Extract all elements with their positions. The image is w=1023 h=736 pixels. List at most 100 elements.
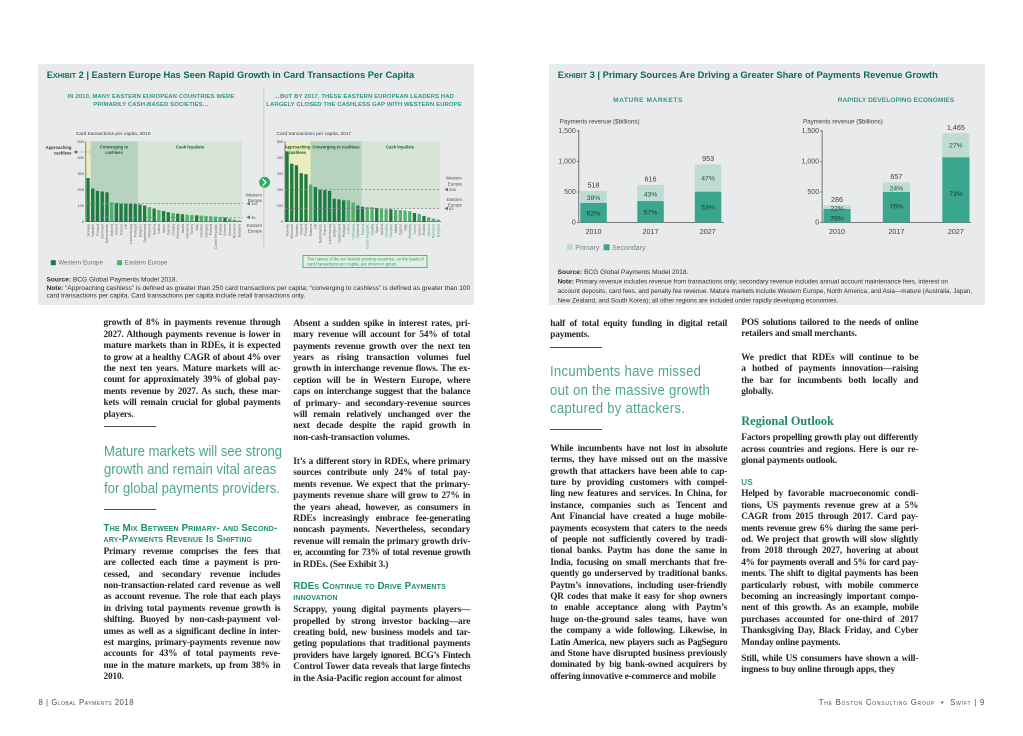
svg-text:Czech Republic: Czech Republic — [366, 224, 370, 249]
svg-text:Estonia: Estonia — [110, 224, 114, 236]
svg-text:Eastern: Eastern — [247, 223, 263, 228]
svg-text:Bulgaria: Bulgaria — [237, 224, 241, 237]
svg-text:Switzerland: Switzerland — [337, 224, 341, 243]
svg-text:Secondary: Secondary — [612, 245, 646, 252]
svg-text:1,000: 1,000 — [558, 159, 576, 166]
svg-text:1,000: 1,000 — [802, 159, 820, 166]
svg-text:400: 400 — [78, 155, 85, 160]
svg-text:24%: 24% — [890, 185, 904, 192]
svg-text:Finland: Finland — [304, 224, 308, 236]
svg-text:Converging to: Converging to — [100, 145, 129, 150]
svg-text:76%: 76% — [890, 204, 904, 211]
svg-text:1,500: 1,500 — [802, 128, 820, 135]
svg-text:Norway: Norway — [285, 224, 289, 236]
svg-text:Latvia: Latvia — [347, 224, 351, 234]
svg-text:account deposits, card fees, a: account deposits, card fees, and penalty… — [558, 288, 973, 295]
svg-text:57%: 57% — [644, 210, 658, 217]
svg-text:Payments revenue ($billions): Payments revenue ($billions) — [803, 119, 883, 126]
svg-text:2017: 2017 — [643, 227, 659, 236]
svg-text:Poland: Poland — [209, 224, 213, 235]
svg-text:73%: 73% — [949, 191, 963, 198]
svg-text:Ukraine: Ukraine — [427, 224, 431, 236]
svg-text:Austria: Austria — [152, 224, 156, 235]
svg-text:953: 953 — [702, 154, 714, 163]
svg-text:Latvia: Latvia — [157, 224, 161, 234]
svg-text:Europe: Europe — [248, 198, 263, 203]
svg-text:Romania: Romania — [432, 224, 436, 238]
svg-text:Malta: Malta — [394, 224, 398, 233]
svg-text:Italy: Italy — [403, 224, 407, 231]
svg-text:78%: 78% — [830, 215, 844, 222]
svg-text:Lithuania: Lithuania — [186, 224, 190, 239]
svg-text:Western: Western — [246, 192, 263, 197]
svg-text:Netherlands: Netherlands — [318, 224, 322, 244]
svg-text:Slovakia: Slovakia — [200, 224, 204, 238]
svg-text:Denmark: Denmark — [290, 224, 294, 239]
svg-text:0: 0 — [572, 220, 576, 227]
svg-text:115: 115 — [251, 201, 258, 206]
svg-text:Slovenia: Slovenia — [148, 224, 152, 238]
svg-text:400: 400 — [277, 155, 284, 160]
svg-text:New Zealand, and South Korea);: New Zealand, and South Korea); all other… — [558, 298, 839, 305]
svg-text:Approaching: Approaching — [285, 145, 311, 150]
svg-text:1,500: 1,500 — [558, 128, 576, 135]
svg-text:cashless: cashless — [289, 150, 307, 155]
svg-text:300: 300 — [277, 171, 284, 176]
svg-text:53%: 53% — [701, 204, 715, 211]
svg-text:300: 300 — [78, 171, 85, 176]
svg-text:cashless: cashless — [54, 151, 72, 156]
svg-text:286: 286 — [831, 195, 843, 204]
svg-text:22%: 22% — [830, 206, 844, 213]
svg-text:500: 500 — [277, 139, 284, 144]
svg-text:0: 0 — [815, 220, 819, 227]
svg-text:2010: 2010 — [829, 227, 845, 236]
svg-text:38%: 38% — [587, 195, 601, 202]
svg-text:200: 200 — [277, 187, 284, 192]
svg-text:Sweden: Sweden — [295, 224, 299, 237]
svg-text:Bulgaria: Bulgaria — [436, 224, 440, 237]
svg-text:Austria: Austria — [380, 224, 384, 235]
svg-text:Greece: Greece — [223, 224, 227, 236]
svg-text:card transactions per capita.: card transactions per capita. Card trans… — [47, 293, 306, 300]
svg-text:Note: “Approaching cashless” i: Note: “Approaching cashless” is defined … — [47, 285, 471, 292]
svg-text:France: France — [323, 224, 327, 235]
svg-text:Romania: Romania — [233, 224, 237, 238]
svg-text:Malta: Malta — [181, 224, 185, 233]
svg-text:card transactions per capita,: card transactions per capita, are shown … — [307, 262, 397, 267]
svg-text:Card transactions per capita,: Card transactions per capita, 2010 — [76, 131, 151, 137]
svg-text:Greece: Greece — [418, 224, 422, 236]
svg-text:Germany: Germany — [408, 224, 412, 239]
svg-text:Approaching: Approaching — [46, 145, 72, 150]
svg-text:Spain: Spain — [375, 224, 379, 233]
svg-text:Switzerland: Switzerland — [143, 224, 147, 243]
svg-text:Portugal: Portugal — [134, 224, 138, 238]
svg-text:Germany: Germany — [176, 224, 180, 239]
svg-text:500: 500 — [807, 189, 819, 196]
svg-text:0: 0 — [281, 219, 284, 224]
svg-text:Belgium: Belgium — [138, 224, 142, 237]
svg-text:62%: 62% — [587, 211, 601, 218]
svg-text:616: 616 — [645, 175, 657, 184]
svg-text:Cyprus: Cyprus — [399, 224, 403, 236]
svg-text:Russia: Russia — [422, 224, 426, 235]
svg-text:Europe: Europe — [448, 202, 463, 207]
svg-text:Primary: Primary — [575, 245, 600, 252]
svg-text:Norway: Norway — [86, 224, 90, 236]
svg-text:Note: Primary revenue includes: Note: Primary revenue includes revenue f… — [558, 279, 949, 286]
svg-text:1,465: 1,465 — [947, 123, 965, 132]
svg-text:Belgium: Belgium — [333, 224, 337, 237]
svg-text:500: 500 — [78, 139, 85, 144]
svg-text:30: 30 — [251, 215, 256, 220]
svg-text:Turkey: Turkey — [190, 224, 194, 235]
svg-text:Netherlands: Netherlands — [105, 224, 109, 244]
svg-text:Spain: Spain — [162, 224, 166, 233]
svg-text:Converging to cashless: Converging to cashless — [312, 145, 360, 150]
svg-text:2010: 2010 — [586, 227, 602, 236]
svg-text:100: 100 — [277, 203, 284, 208]
svg-text:Payments revenue ($billions): Payments revenue ($billions) — [560, 119, 640, 126]
svg-text:27%: 27% — [949, 142, 963, 149]
svg-text:Slovakia: Slovakia — [385, 224, 389, 238]
svg-text:Italy: Italy — [195, 224, 199, 231]
svg-text:Turkey: Turkey — [413, 224, 417, 235]
svg-text:Portugal: Portugal — [342, 224, 346, 238]
